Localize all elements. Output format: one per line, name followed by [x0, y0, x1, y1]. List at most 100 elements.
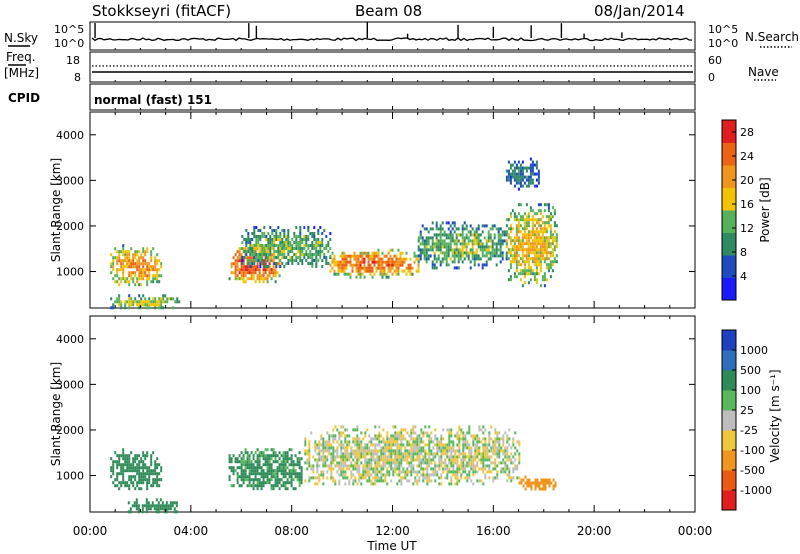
- echo-cell: [266, 469, 269, 473]
- echo-cell: [114, 451, 117, 455]
- echo-cell: [346, 443, 349, 447]
- colorbar-tick-label: -100: [740, 444, 765, 457]
- echo-cell: [330, 443, 333, 447]
- echo-cell: [453, 260, 456, 264]
- echo-cell: [118, 472, 121, 476]
- echo-cell: [360, 455, 363, 459]
- echo-cell: [270, 469, 273, 473]
- echo-cell: [252, 271, 255, 275]
- echo-cell: [397, 272, 400, 276]
- echo-cell: [251, 238, 254, 241]
- echo-cell: [449, 239, 452, 243]
- echo-cell: [156, 268, 159, 272]
- echo-cell: [513, 275, 516, 279]
- echo-cell: [450, 479, 453, 483]
- echo-cell: [308, 443, 311, 447]
- echo-cell: [553, 230, 556, 234]
- echo-cell: [481, 266, 484, 270]
- echo-cell: [418, 458, 421, 462]
- echo-cell: [348, 458, 351, 462]
- echo-cell: [338, 464, 341, 468]
- echo-cell: [402, 455, 405, 459]
- echo-cell: [322, 437, 325, 441]
- echo-cell: [263, 265, 266, 268]
- echo-cell: [394, 431, 397, 435]
- echo-cell: [349, 254, 352, 258]
- echo-cell: [138, 271, 141, 275]
- echo-cell: [136, 268, 139, 272]
- echo-cell: [148, 274, 151, 278]
- echo-cell: [132, 271, 135, 275]
- echo-cell: [268, 265, 271, 269]
- echo-cell: [426, 476, 429, 480]
- echo-cell: [463, 236, 466, 240]
- echo-cell: [501, 239, 504, 243]
- echo-cell: [476, 449, 479, 453]
- echo-cell: [476, 440, 479, 444]
- echo-cell: [282, 466, 285, 470]
- echo-cell: [242, 271, 245, 275]
- echo-cell: [116, 280, 119, 284]
- echo-cell: [446, 446, 449, 450]
- echo-cell: [509, 178, 512, 182]
- echo-cell: [138, 466, 141, 470]
- echo-cell: [248, 475, 251, 479]
- echo-cell: [475, 230, 478, 234]
- echo-cell: [124, 280, 127, 284]
- echo-cell: [430, 467, 433, 471]
- echo-cell: [386, 446, 389, 450]
- echo-cell: [315, 259, 318, 262]
- echo-cell: [246, 265, 249, 269]
- echo-cell: [508, 455, 511, 459]
- echo-cell: [301, 241, 304, 244]
- echo-cell: [475, 248, 478, 252]
- echo-cell: [118, 303, 121, 307]
- echo-cell: [134, 469, 137, 473]
- echo-cell: [274, 460, 277, 464]
- echo-cell: [477, 236, 480, 240]
- echo-cell: [515, 239, 518, 243]
- echo-cell: [551, 269, 554, 273]
- echo-cell: [252, 274, 255, 278]
- echo-cell: [461, 236, 464, 240]
- echo-cell: [253, 235, 256, 238]
- echo-cell: [436, 449, 439, 453]
- echo-cell: [158, 303, 161, 307]
- echo-cell: [322, 464, 325, 468]
- echo-cell: [529, 236, 532, 240]
- echo-cell: [515, 227, 518, 231]
- echo-cell: [512, 455, 515, 459]
- echo-cell: [414, 446, 417, 450]
- echo-cell: [378, 476, 381, 480]
- echo-cell: [356, 455, 359, 459]
- echo-cell: [255, 256, 258, 259]
- echo-cell: [319, 247, 322, 250]
- echo-cell: [421, 224, 424, 228]
- echo-cell: [118, 277, 121, 281]
- echo-cell: [438, 464, 441, 468]
- echo-cell: [411, 266, 414, 270]
- echo-cell: [431, 239, 434, 243]
- echo-cell: [525, 169, 528, 173]
- echo-cell: [434, 464, 437, 468]
- echo-cell: [252, 487, 255, 491]
- echo-cell: [245, 238, 248, 241]
- echo-cell: [110, 466, 113, 470]
- echo-cell: [509, 163, 512, 167]
- echo-cell: [257, 244, 260, 247]
- echo-cell: [506, 449, 509, 453]
- echo-cell: [509, 227, 512, 231]
- echo-cell: [384, 452, 387, 456]
- echo-cell: [378, 479, 381, 483]
- echo-cell: [140, 460, 143, 464]
- echo-cell: [380, 467, 383, 471]
- echo-cell: [416, 470, 419, 474]
- echo-cell: [384, 443, 387, 447]
- echo-cell: [256, 466, 259, 470]
- echo-cell: [449, 242, 452, 246]
- echo-cell: [257, 235, 260, 238]
- echo-cell: [298, 463, 301, 467]
- echo-cell: [300, 472, 303, 476]
- echo-cell: [353, 263, 356, 267]
